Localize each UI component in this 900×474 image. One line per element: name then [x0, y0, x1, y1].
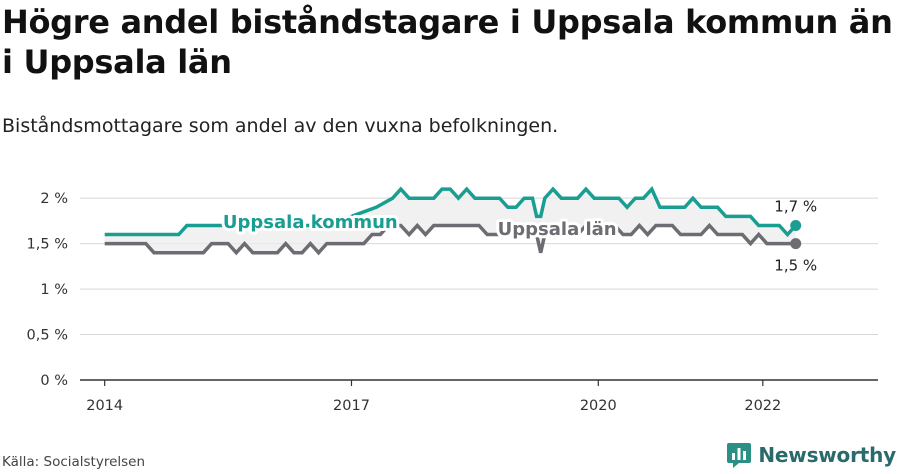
y-tick-label: 0,5 %	[27, 328, 68, 344]
series-end-marker-0	[790, 219, 802, 231]
x-tick-label: 2017	[333, 398, 370, 414]
series-labels: 1,7 % 1,5 % Uppsala kommun Uppsala län	[220, 197, 817, 275]
bar-chart-logo-icon	[727, 443, 752, 468]
y-tick-label: 1,5 %	[27, 237, 68, 253]
series-name-label-1: Uppsala län	[498, 219, 617, 240]
y-tick-label: 1 %	[40, 282, 68, 298]
y-tick-label: 2 %	[40, 191, 68, 207]
series-line-0	[104, 185, 797, 238]
brand-name: Newsworthy	[758, 443, 896, 467]
series-end-label-1: 1,5 %	[774, 257, 817, 275]
y-tick-label: 0 %	[40, 373, 68, 389]
series-lines	[104, 185, 802, 256]
brand-logo: Newsworthy	[726, 440, 896, 470]
chart-subtitle: Biståndsmottagare som andel av den vuxna…	[2, 115, 559, 137]
x-tick-label: 2022	[744, 398, 781, 414]
source-note: Källa: Socialstyrelsen	[2, 454, 146, 470]
series-line-1	[104, 222, 796, 256]
series-end-marker-1	[790, 238, 802, 250]
axes: 0 % 0,5 % 1 % 1,5 % 2 % 2014 2017 2020 2022	[27, 191, 878, 414]
line-chart: 0 % 0,5 % 1 % 1,5 % 2 % 2014 2017 2020 2022 1,7 …	[27, 185, 878, 414]
chart-title: Högre andel biståndstagare i Uppsala kom…	[2, 3, 893, 81]
series-end-label-0: 1,7 %	[774, 197, 817, 215]
series-name-label-0: Uppsala kommun	[223, 212, 398, 233]
x-tick-label: 2020	[580, 398, 617, 414]
x-tick-label: 2014	[86, 398, 123, 414]
